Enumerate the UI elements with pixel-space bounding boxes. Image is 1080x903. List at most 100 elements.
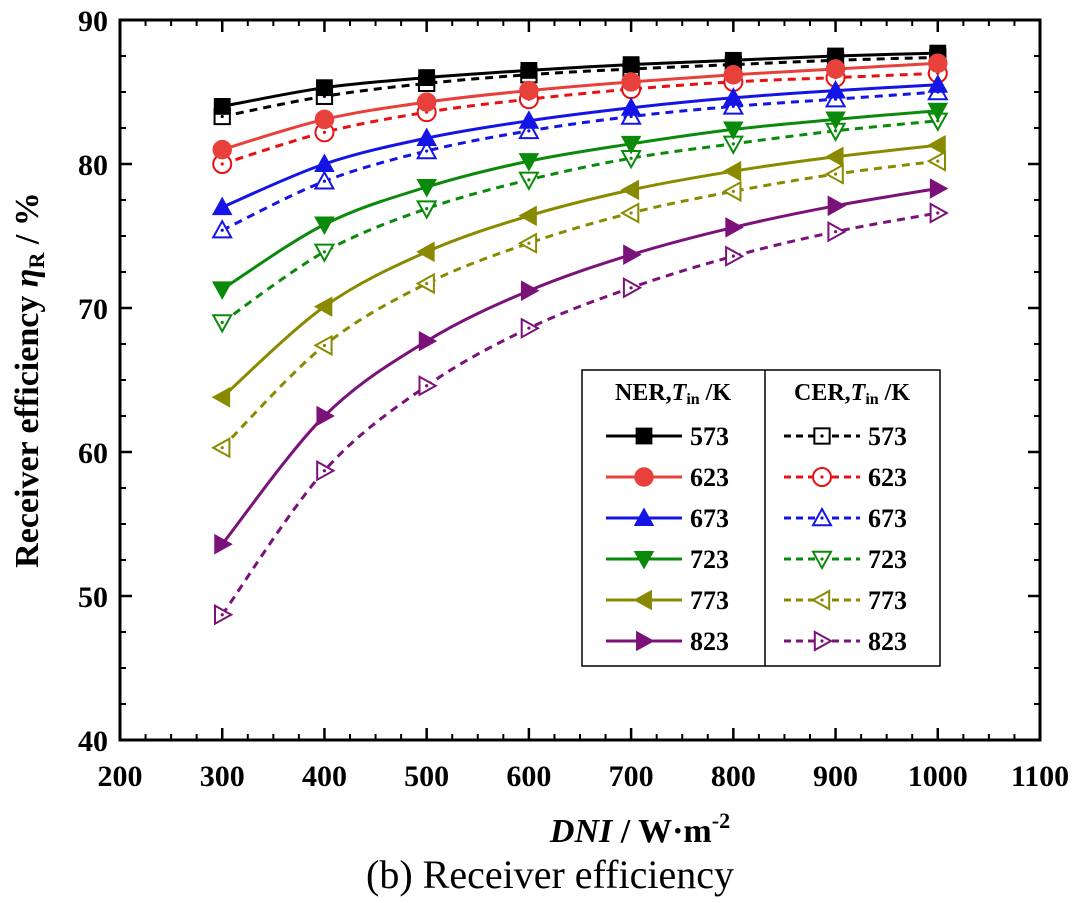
legend-label-ner-573: 573	[690, 422, 729, 451]
axis-ticks	[118, 18, 1042, 742]
series-line-cer-623	[221, 71, 938, 166]
x-tick-label: 500	[404, 760, 449, 793]
legend-label-cer-823: 823	[868, 627, 907, 656]
data-point-cer-623-center-dot	[220, 162, 224, 166]
data-point-ner-773	[620, 179, 640, 201]
data-point-ner-573	[622, 56, 640, 74]
series-line-cer-823	[220, 211, 939, 616]
data-point-ner-673	[927, 74, 949, 93]
data-point-ner-773	[416, 241, 435, 263]
legend-entry-cer-723: 723	[784, 545, 907, 574]
x-axis-label: DNI / W·m-2	[549, 808, 730, 850]
data-point-ner-573	[213, 98, 231, 115]
data-point-cer-723-center-dot	[527, 178, 531, 182]
legend-entry-ner-723: 723	[606, 545, 729, 574]
data-point-ner-823	[725, 217, 744, 238]
data-point-ner-773	[313, 296, 333, 317]
series-cer-773	[211, 150, 946, 459]
data-point-ner-723	[723, 121, 744, 140]
data-point-ner-773	[518, 205, 537, 227]
data-point-cer-723-center-dot	[425, 207, 429, 211]
data-point-ner-823	[520, 280, 540, 301]
data-point-ner-623	[928, 53, 948, 73]
legend-marker-ner-773	[633, 589, 652, 611]
x-tick-label: 600	[506, 760, 551, 793]
legend-header-ner-symbol: T	[672, 380, 688, 406]
axis-tick-labels: 200 300 400 500 600 700 800 900 1000 1100 40 50 60 70…	[78, 5, 1069, 793]
legend-label-ner-673: 673	[690, 504, 729, 533]
legend-entry-cer-773: 773	[784, 586, 907, 615]
data-point-cer-823-center-dot	[833, 230, 838, 234]
data-point-cer-573-center-dot	[220, 114, 224, 119]
data-point-cer-773-center-dot	[527, 241, 531, 245]
series-line-cer-673	[221, 90, 938, 232]
legend-label-cer-723: 723	[868, 545, 907, 574]
legend-marker-ner-823	[636, 630, 655, 652]
data-point-cer-673-center-dot	[527, 129, 531, 133]
legend-label-cer-623: 623	[868, 463, 907, 492]
series-line-ner-573	[221, 51, 938, 108]
data-point-ner-623	[519, 80, 539, 101]
data-point-ner-623	[621, 72, 641, 92]
legend-header-cer-suffix: /K	[879, 380, 911, 406]
legend-label-cer-573: 573	[868, 422, 907, 451]
data-point-ner-723	[927, 102, 949, 122]
legend-label-cer-673: 673	[868, 504, 907, 533]
y-tick-label: 50	[78, 581, 108, 614]
legend-entry-ner-823: 823	[606, 627, 729, 656]
data-point-ner-673	[314, 153, 335, 172]
x-tick-label: 1000	[908, 760, 968, 793]
legend-header-cer: CER,Tin /K	[794, 380, 910, 408]
data-point-ner-673	[620, 97, 642, 116]
legend-header-cer-prefix: CER,	[794, 380, 851, 406]
series-ner-623	[212, 53, 948, 160]
y-axis-label-prefix: Receiver efficiency	[9, 287, 46, 568]
data-point-cer-773-center-dot	[220, 446, 224, 450]
data-point-cer-773-center-dot	[731, 189, 735, 193]
data-point-cer-673-center-dot	[425, 149, 429, 153]
legend-header-cer-sub: in	[865, 391, 878, 408]
x-tick-label: 800	[711, 760, 756, 793]
series-cer-673	[211, 80, 949, 239]
data-point-ner-823	[214, 533, 233, 555]
data-point-ner-673	[723, 87, 744, 106]
legend-entry-ner-623: 623	[606, 463, 729, 492]
legend-entry-cer-623: 623	[784, 463, 907, 492]
data-point-ner-723	[518, 153, 540, 172]
legend-header-ner: NER,Tin /K	[615, 380, 731, 408]
data-point-cer-773-center-dot	[936, 159, 940, 163]
legend-marker-ner-673	[633, 507, 655, 526]
data-point-ner-723	[211, 281, 233, 300]
data-point-cer-823-center-dot	[425, 384, 429, 388]
legend-header-ner-sub: in	[686, 391, 699, 408]
data-point-cer-823-center-dot	[731, 254, 735, 258]
y-axis-label-suffix: / %	[9, 192, 46, 252]
legend-marker-cer-573-center-dot	[820, 434, 824, 438]
data-point-ner-723	[620, 135, 642, 155]
data-point-cer-773-center-dot	[425, 281, 429, 286]
y-tick-label: 90	[78, 5, 108, 38]
data-point-cer-723-center-dot	[833, 129, 838, 133]
legend-marker-cer-623-center-dot	[820, 475, 824, 479]
x-tick-label: 700	[609, 760, 654, 793]
series-line-ner-673	[221, 83, 938, 209]
data-point-cer-773-center-dot	[833, 172, 838, 176]
series-ner-823	[214, 178, 949, 555]
data-point-ner-823	[929, 178, 949, 199]
legend-entry-ner-773: 773	[606, 586, 729, 615]
data-point-cer-823-center-dot	[322, 469, 327, 473]
data-point-ner-673	[416, 127, 437, 147]
data-point-ner-623	[416, 92, 437, 112]
data-point-ner-823	[418, 330, 438, 352]
legend-header-cer-symbol: T	[851, 380, 867, 406]
data-point-ner-773	[722, 160, 742, 182]
y-tick-label: 80	[78, 149, 108, 182]
data-point-cer-773-center-dot	[322, 343, 327, 348]
data-point-ner-673	[825, 80, 846, 99]
legend-marker-cer-823-center-dot	[820, 639, 824, 643]
data-point-cer-623-center-dot	[322, 130, 327, 134]
data-point-cer-723-center-dot	[322, 250, 327, 254]
legend-marker-ner-723	[633, 551, 655, 570]
legend-label-ner-623: 623	[690, 463, 729, 492]
